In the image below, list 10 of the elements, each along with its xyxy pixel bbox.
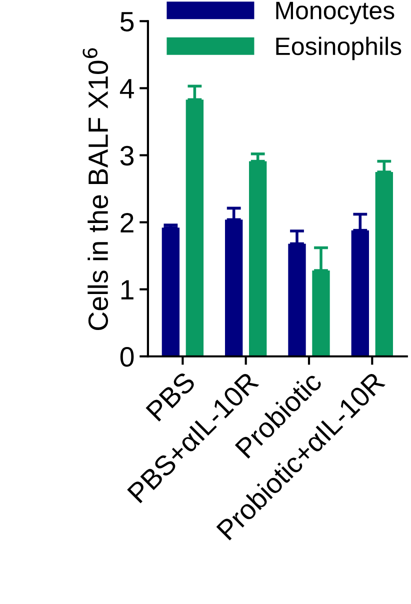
y-tick-label: 2	[120, 212, 134, 232]
y-axis-title: Cells in the BALF X10$^{6}$	[82, 48, 108, 330]
y-tick-label: 5	[120, 12, 134, 32]
y-tick-label: 3	[120, 146, 134, 166]
y-tick-label: 1	[121, 280, 134, 300]
y-tick-label: 4	[120, 79, 134, 98]
bar	[162, 228, 180, 356]
legend-label: Monocytes	[276, 2, 394, 24]
legend-label: Eosinophils	[276, 36, 402, 60]
y-tick-label: 0	[120, 347, 134, 367]
